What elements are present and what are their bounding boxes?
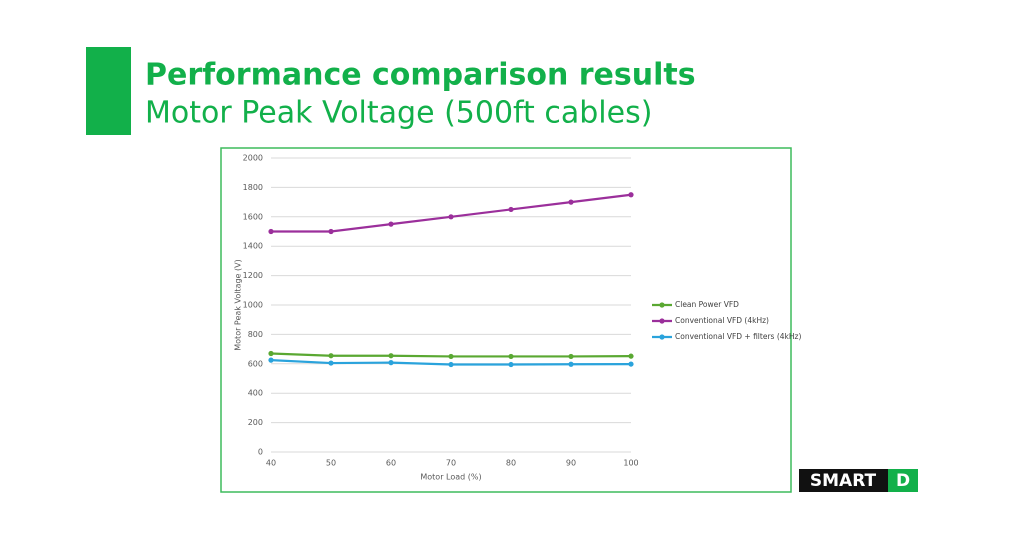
data-point — [328, 228, 334, 235]
x-tick-label: 40 — [266, 459, 276, 468]
data-point — [508, 361, 514, 368]
y-tick-label: 1000 — [243, 301, 263, 310]
x-tick-label: 60 — [386, 459, 396, 468]
data-point — [268, 357, 274, 363]
data-point — [268, 350, 274, 357]
data-point — [568, 353, 574, 360]
x-tick-label: 50 — [326, 459, 336, 468]
y-tick-label: 800 — [248, 330, 263, 339]
data-point — [388, 353, 394, 359]
y-tick-label: 1800 — [243, 183, 263, 192]
title: Performance comparison results — [145, 58, 696, 93]
y-tick-label: 1600 — [243, 212, 263, 221]
y-tick-label: 1400 — [243, 242, 263, 251]
data-point — [268, 228, 274, 235]
x-tick-label: 80 — [506, 459, 516, 468]
accent-bar — [86, 47, 131, 135]
y-tick-label: 2000 — [243, 154, 263, 163]
data-point — [508, 206, 514, 213]
data-point — [448, 361, 454, 368]
logo-left-box — [799, 469, 888, 492]
x-axis-label: Motor Load (%) — [420, 473, 481, 482]
data-point — [388, 360, 394, 366]
legend-marker — [659, 334, 665, 340]
y-tick-label: 1200 — [243, 271, 263, 280]
logo-text: D — [896, 471, 910, 491]
y-tick-label: 400 — [248, 389, 263, 398]
data-point — [448, 214, 454, 220]
legend-marker — [659, 302, 665, 308]
legend-label: Conventional VFD + filters (4kHz) — [675, 332, 801, 341]
data-point — [628, 192, 634, 198]
logo-right-box — [888, 469, 918, 492]
y-tick-label: 200 — [248, 418, 263, 427]
chart-frame — [220, 147, 792, 493]
x-tick-label: 70 — [446, 459, 456, 468]
logo-text: SMART — [810, 471, 877, 491]
data-point — [328, 353, 334, 359]
legend-label: Conventional VFD (4kHz) — [675, 316, 769, 325]
data-point — [568, 199, 574, 205]
data-point — [328, 360, 334, 366]
data-point — [388, 221, 394, 227]
legend-marker — [659, 318, 665, 324]
data-point — [628, 353, 634, 359]
y-axis-label: Motor Peak Voltage (V) — [234, 259, 243, 350]
x-tick-label: 90 — [566, 459, 576, 468]
y-tick-label: 600 — [248, 359, 263, 368]
x-tick-label: 100 — [623, 459, 638, 468]
data-point — [628, 361, 634, 367]
data-point — [568, 361, 574, 367]
legend-label: Clean Power VFD — [675, 300, 739, 309]
data-point — [448, 353, 454, 360]
data-point — [508, 353, 514, 360]
subtitle: Motor Peak Voltage (500ft cables) — [145, 96, 652, 131]
y-tick-label: 0 — [258, 448, 263, 457]
